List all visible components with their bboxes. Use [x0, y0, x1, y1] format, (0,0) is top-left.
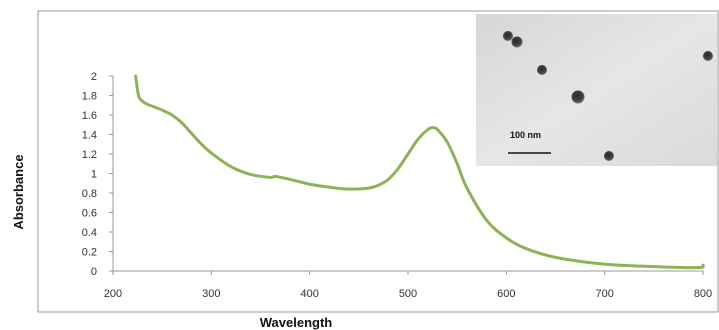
y-tick-label: 0.6 — [82, 208, 97, 220]
x-tick-label: 500 — [399, 288, 417, 300]
y-tick-label: 0.2 — [82, 247, 97, 259]
y-tick-label: 1.2 — [82, 149, 97, 161]
series-group — [134, 74, 705, 270]
y-tick-label: 1 — [91, 169, 97, 181]
nanoparticle — [703, 51, 713, 61]
nanoparticle — [604, 151, 614, 161]
y-tick-label: 1.8 — [82, 91, 97, 103]
y-axis-title: Absorbance — [11, 154, 26, 229]
scale-bar-label: 100 nm — [510, 130, 541, 140]
nanoparticle — [537, 65, 547, 75]
x-tick-label: 400 — [300, 288, 318, 300]
x-tick-label: 600 — [497, 288, 515, 300]
x-tick-label: 200 — [104, 288, 122, 300]
x-tick-label: 800 — [694, 288, 712, 300]
y-tick-label: 0 — [91, 266, 97, 278]
x-axis-ticks: 200 300 400 500 600 700 800 — [104, 271, 712, 300]
x-axis-title: Wavelength — [260, 315, 333, 330]
y-tick-label: 1.6 — [82, 110, 97, 122]
nanoparticle — [571, 90, 585, 104]
x-tick-label: 300 — [202, 288, 220, 300]
y-tick-label: 1.4 — [82, 130, 97, 142]
nanoparticle — [511, 36, 523, 48]
absorbance-series-line — [134, 74, 705, 270]
tem-inset-image: 100 nm — [476, 14, 717, 166]
y-tick-label: 2 — [91, 71, 97, 83]
nanoparticle — [503, 31, 513, 41]
y-tick-label: 0.4 — [82, 227, 97, 239]
y-tick-label: 0.8 — [82, 188, 97, 200]
x-tick-label: 700 — [595, 288, 613, 300]
y-axis-ticks: 0 0.2 0.4 0.6 0.8 1 1.2 1.4 1.6 1.8 2 — [82, 71, 113, 278]
